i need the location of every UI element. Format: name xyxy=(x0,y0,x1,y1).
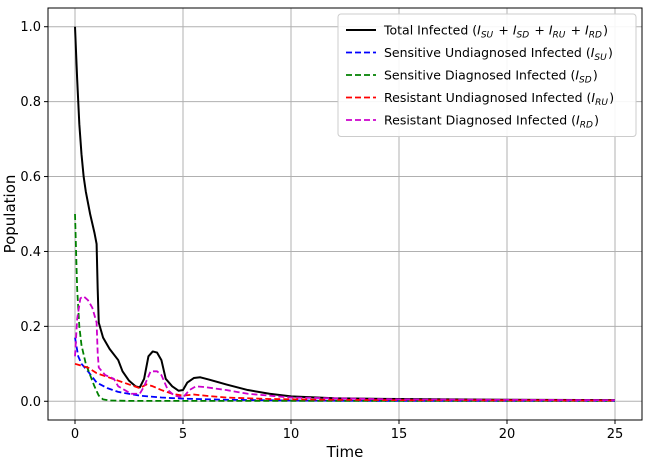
y-tick-label: 0.6 xyxy=(20,170,41,185)
y-tick-label: 0.0 xyxy=(20,395,41,410)
series-line-2 xyxy=(74,337,615,402)
x-tick-label: 0 xyxy=(71,427,79,442)
legend-label-1: Total Infected (ISU + ISD + IRU + IRD ) xyxy=(383,23,608,41)
y-tick-label: 0.2 xyxy=(20,320,41,335)
legend-label-3: Sensitive Diagnosed Infected (ISD ) xyxy=(384,68,598,86)
series-line-3 xyxy=(74,213,615,402)
x-tick-label: 25 xyxy=(607,427,624,442)
y-axis-label: Population xyxy=(1,175,19,254)
y-tick-label: 1.0 xyxy=(20,20,41,35)
series-line-5 xyxy=(74,295,616,402)
x-tick-label: 20 xyxy=(499,427,516,442)
series-line-4 xyxy=(74,362,616,402)
x-tick-label: 15 xyxy=(391,427,408,442)
series-line-1 xyxy=(74,26,616,402)
ticks: 0 5 10 15 20 25 0.0 0.2 0.4 0.6 0.8 1.0 xyxy=(20,20,623,442)
x-tick-label: 10 xyxy=(283,427,300,442)
plot-border xyxy=(47,7,643,421)
legend-label-2: Sensitive Undiagnosed Infected (ISU ) xyxy=(384,45,613,63)
legend-label-5: Resistant Diagnosed Infected (IRD ) xyxy=(384,113,599,131)
series-group xyxy=(74,26,616,402)
legend: Total Infected (ISU + ISD + IRU + IRD ) S… xyxy=(337,13,637,137)
legend-label-4: Resistant Undiagnosed Infected (IRU ) xyxy=(384,90,614,108)
y-tick-label: 0.8 xyxy=(20,95,41,110)
legend-box xyxy=(337,13,637,137)
x-axis-label: Time xyxy=(326,443,364,461)
y-tick-label: 0.4 xyxy=(20,245,41,260)
x-tick-label: 5 xyxy=(179,427,187,442)
